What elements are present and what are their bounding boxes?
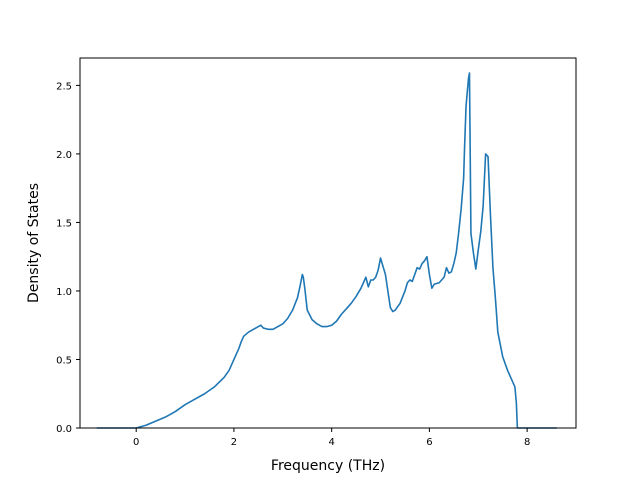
y-tick-label: 2.0 — [56, 150, 72, 161]
y-axis-label: Density of States — [26, 183, 42, 303]
axis-ticks: 0 2 4 6 8 0.0 0.5 1.0 1.5 2.0 2.5 — [56, 81, 530, 448]
y-tick-label: 1.0 — [56, 287, 72, 298]
y-tick-label: 2.5 — [56, 81, 72, 92]
axes-frame — [79, 57, 577, 429]
x-tick-label: 6 — [426, 437, 432, 448]
plot-area — [96, 72, 558, 429]
series-line-0 — [96, 72, 558, 429]
y-tick-label: 0.0 — [56, 424, 72, 435]
x-tick-label: 4 — [328, 437, 334, 448]
x-axis-label: Frequency (THz) — [271, 458, 385, 474]
y-tick-label: 1.5 — [56, 218, 72, 229]
x-tick-label: 8 — [524, 437, 530, 448]
x-tick-label: 2 — [231, 437, 237, 448]
x-tick-label: 0 — [133, 437, 139, 448]
y-tick-label: 0.5 — [56, 355, 72, 366]
